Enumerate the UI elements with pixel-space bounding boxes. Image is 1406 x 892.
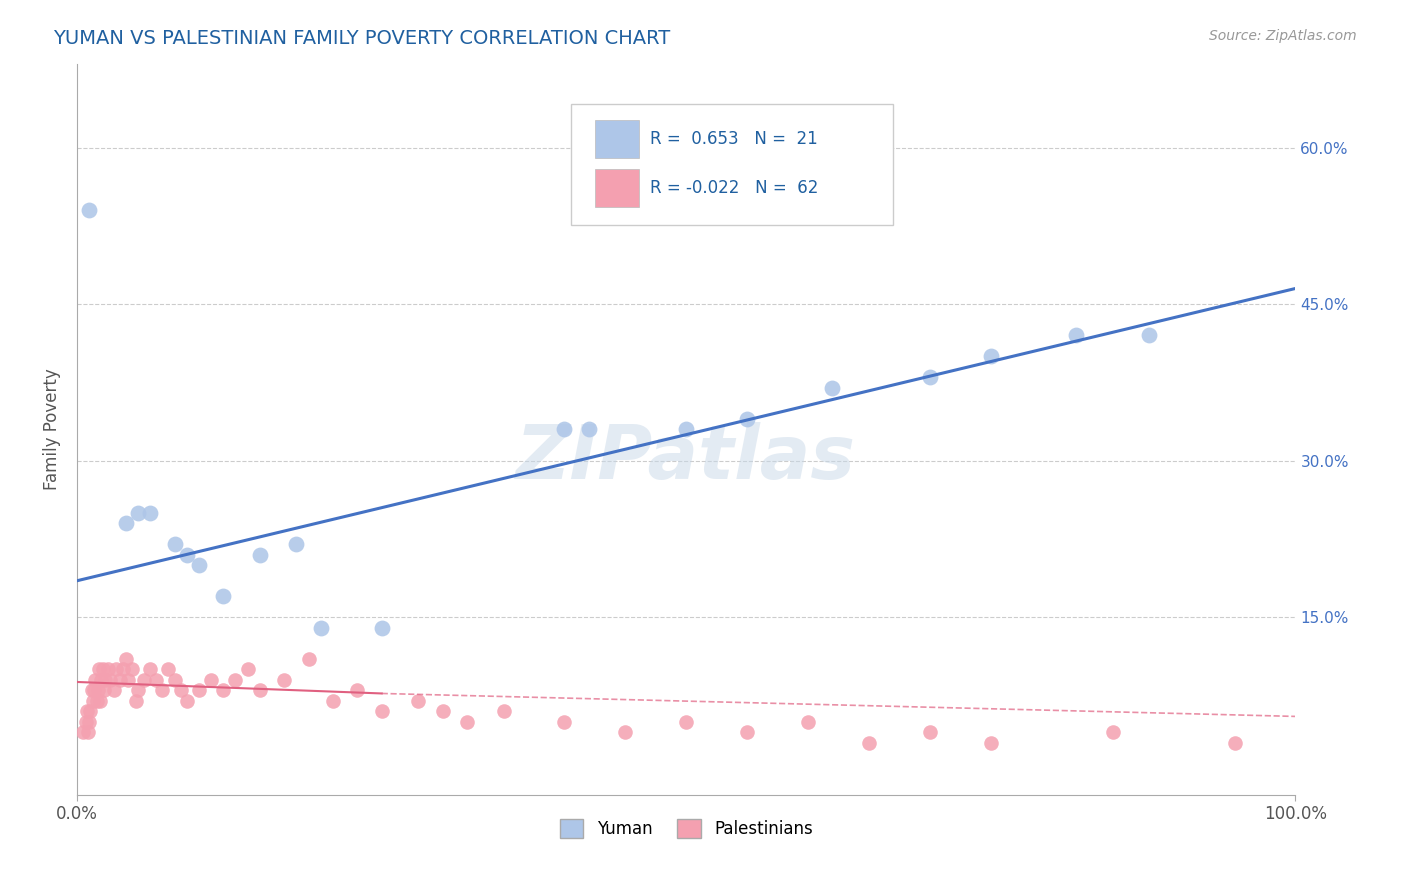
Text: Source: ZipAtlas.com: Source: ZipAtlas.com: [1209, 29, 1357, 44]
Point: [285, 537, 308, 551]
Point: [1064, 328, 1087, 343]
Point: [83, 683, 105, 698]
Point: [145, 673, 167, 687]
Point: [1223, 735, 1246, 749]
Point: [249, 683, 271, 698]
Point: [98, 673, 121, 687]
Point: [797, 714, 820, 729]
Point: [918, 725, 941, 739]
Point: [297, 652, 319, 666]
Point: [124, 694, 146, 708]
Text: R = -0.022   N =  62: R = -0.022 N = 62: [650, 179, 818, 197]
Point: [112, 663, 135, 677]
Point: [322, 694, 344, 708]
Point: [157, 663, 180, 677]
Point: [858, 735, 880, 749]
Point: [103, 683, 125, 698]
Point: [94, 673, 117, 687]
Point: [72, 725, 94, 739]
Point: [169, 683, 191, 698]
Point: [735, 412, 758, 426]
Point: [980, 349, 1002, 363]
Y-axis label: Family Poverty: Family Poverty: [44, 368, 60, 491]
Point: [89, 694, 111, 708]
Point: [93, 683, 115, 698]
Point: [117, 673, 139, 687]
Point: [1137, 328, 1160, 343]
Point: [77, 725, 100, 739]
Point: [108, 673, 131, 687]
Point: [675, 422, 697, 436]
Point: [212, 590, 235, 604]
Point: [76, 704, 98, 718]
Point: [105, 663, 128, 677]
Point: [77, 203, 100, 218]
Point: [918, 370, 941, 384]
Point: [96, 663, 118, 677]
Point: [90, 673, 112, 687]
Text: R =  0.653   N =  21: R = 0.653 N = 21: [650, 130, 817, 148]
Point: [127, 506, 149, 520]
Point: [553, 422, 575, 436]
Point: [132, 673, 155, 687]
Point: [187, 683, 209, 698]
Point: [84, 673, 107, 687]
Point: [79, 704, 101, 718]
FancyBboxPatch shape: [571, 104, 893, 225]
Point: [212, 683, 235, 698]
Point: [492, 704, 515, 718]
Point: [432, 704, 454, 718]
Point: [139, 663, 162, 677]
Point: [77, 714, 100, 729]
Point: [82, 694, 104, 708]
Point: [370, 621, 392, 635]
Point: [75, 714, 97, 729]
Point: [187, 558, 209, 572]
Point: [821, 381, 844, 395]
FancyBboxPatch shape: [595, 120, 638, 158]
Point: [87, 663, 110, 677]
Point: [224, 673, 246, 687]
Point: [91, 663, 114, 677]
Point: [370, 704, 392, 718]
Point: [614, 725, 637, 739]
Point: [80, 683, 103, 698]
Point: [980, 735, 1002, 749]
Point: [150, 683, 173, 698]
Point: [87, 683, 110, 698]
Point: [114, 516, 136, 531]
Point: [236, 663, 259, 677]
Point: [675, 714, 697, 729]
Point: [121, 663, 143, 677]
Point: [456, 714, 478, 729]
Point: [249, 548, 271, 562]
Point: [176, 548, 198, 562]
Point: [1101, 725, 1123, 739]
FancyBboxPatch shape: [595, 169, 638, 207]
Point: [346, 683, 368, 698]
Point: [553, 714, 575, 729]
Text: ZIPatlas: ZIPatlas: [516, 422, 856, 495]
Point: [309, 621, 332, 635]
Point: [127, 683, 149, 698]
Point: [139, 506, 162, 520]
Point: [114, 652, 136, 666]
Point: [578, 422, 600, 436]
Point: [735, 725, 758, 739]
Legend: Yuman, Palestinians: Yuman, Palestinians: [553, 813, 820, 845]
Point: [163, 537, 186, 551]
Point: [163, 673, 186, 687]
Point: [273, 673, 295, 687]
Point: [406, 694, 429, 708]
Text: YUMAN VS PALESTINIAN FAMILY POVERTY CORRELATION CHART: YUMAN VS PALESTINIAN FAMILY POVERTY CORR…: [53, 29, 671, 48]
Point: [176, 694, 198, 708]
Point: [86, 694, 108, 708]
Point: [200, 673, 222, 687]
